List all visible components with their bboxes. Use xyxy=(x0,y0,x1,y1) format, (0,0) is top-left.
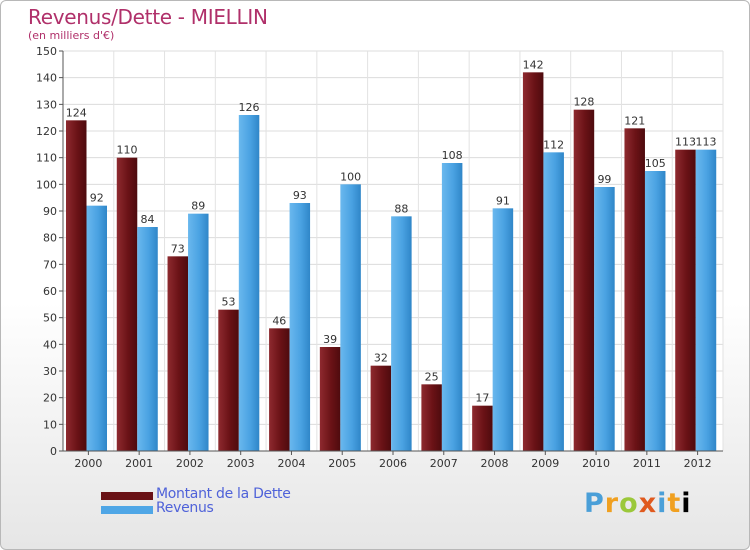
bar-revenus xyxy=(86,205,107,451)
y-tick-label: 100 xyxy=(36,178,57,191)
x-tick-label: 2010 xyxy=(582,457,610,470)
data-label-dette: 46 xyxy=(272,314,286,327)
x-tick-label: 2006 xyxy=(379,457,407,470)
y-tick-label: 90 xyxy=(43,205,57,218)
x-tick-label: 2004 xyxy=(277,457,305,470)
data-label-revenus: 84 xyxy=(141,213,155,226)
bar-dette xyxy=(421,384,442,451)
y-tick-label: 140 xyxy=(36,72,57,85)
y-tick-label: 120 xyxy=(36,125,57,138)
bar-revenus xyxy=(594,187,615,451)
y-tick-label: 20 xyxy=(43,392,57,405)
legend-label-revenus: Revenus xyxy=(156,500,214,516)
bar-dette xyxy=(624,128,645,451)
bar-revenus xyxy=(137,227,158,451)
x-tick-label: 2000 xyxy=(74,457,102,470)
data-label-revenus: 91 xyxy=(496,194,510,207)
y-tick-label: 10 xyxy=(43,418,57,431)
proxiti-logo: Proxiti xyxy=(584,488,692,519)
y-tick-label: 30 xyxy=(43,365,57,378)
x-tick-label: 2003 xyxy=(227,457,255,470)
data-label-revenus: 99 xyxy=(597,173,611,186)
legend-swatch-revenus xyxy=(101,506,153,514)
y-tick-label: 0 xyxy=(50,445,57,458)
data-label-dette: 17 xyxy=(475,392,489,405)
x-tick-label: 2007 xyxy=(430,457,458,470)
y-tick-label: 40 xyxy=(43,338,57,351)
bar-dette xyxy=(522,72,544,451)
bar-dette xyxy=(319,347,341,451)
chart-subtitle: (en milliers d'€) xyxy=(28,29,115,42)
x-tick-label: 2001 xyxy=(125,457,153,470)
data-label-dette: 53 xyxy=(222,296,236,309)
bar-revenus xyxy=(391,216,412,451)
data-label-revenus: 108 xyxy=(442,149,463,162)
data-label-revenus: 126 xyxy=(239,101,260,114)
data-label-revenus: 100 xyxy=(340,170,361,183)
legend-label-dette: Montant de la Dette xyxy=(156,486,291,502)
data-label-revenus: 113 xyxy=(695,136,716,149)
bar-revenus xyxy=(695,149,717,451)
bar-dette xyxy=(370,365,392,451)
bar-dette xyxy=(675,149,696,451)
bar-revenus xyxy=(188,213,209,451)
y-tick-label: 80 xyxy=(43,232,57,245)
bar-revenus xyxy=(238,115,260,451)
x-tick-label: 2009 xyxy=(531,457,559,470)
bar-dette xyxy=(573,109,595,452)
bar-revenus xyxy=(644,171,666,451)
data-label-dette: 39 xyxy=(323,333,337,346)
bar-dette xyxy=(269,328,290,451)
y-tick-label: 150 xyxy=(36,45,57,58)
y-tick-label: 130 xyxy=(36,98,57,111)
data-label-dette: 25 xyxy=(425,370,439,383)
data-label-dette: 113 xyxy=(675,136,696,149)
bar-dette xyxy=(116,157,138,451)
data-label-dette: 73 xyxy=(171,242,185,255)
data-label-revenus: 88 xyxy=(394,202,408,215)
bar-dette xyxy=(167,256,189,451)
bar-revenus xyxy=(441,163,463,451)
data-label-dette: 110 xyxy=(117,144,138,157)
data-label-dette: 124 xyxy=(66,106,87,119)
x-tick-label: 2002 xyxy=(176,457,204,470)
data-label-dette: 142 xyxy=(523,58,544,71)
bar-dette xyxy=(66,120,87,451)
data-label-revenus: 112 xyxy=(543,138,564,151)
data-label-dette: 32 xyxy=(374,352,388,365)
y-tick-label: 50 xyxy=(43,312,57,325)
x-tick-label: 2008 xyxy=(481,457,509,470)
legend-swatch-dette xyxy=(101,492,153,500)
bar-revenus xyxy=(492,208,514,451)
y-tick-label: 110 xyxy=(36,152,57,165)
y-tick-label: 60 xyxy=(43,285,57,298)
x-tick-label: 2012 xyxy=(684,457,712,470)
data-label-revenus: 105 xyxy=(645,157,666,170)
bar-dette xyxy=(218,309,239,451)
y-tick-label: 70 xyxy=(43,258,57,271)
bar-revenus xyxy=(340,184,361,452)
data-label-dette: 121 xyxy=(624,114,645,127)
data-label-revenus: 89 xyxy=(191,200,205,213)
bar-revenus xyxy=(289,203,311,451)
data-label-revenus: 92 xyxy=(90,192,104,205)
data-label-revenus: 93 xyxy=(293,189,307,202)
data-label-dette: 128 xyxy=(573,96,594,109)
bar-dette xyxy=(472,405,493,451)
chart-title: Revenus/Dette - MIELLIN xyxy=(28,5,268,29)
bar-revenus xyxy=(543,152,564,452)
x-tick-label: 2005 xyxy=(328,457,356,470)
x-tick-label: 2011 xyxy=(633,457,661,470)
